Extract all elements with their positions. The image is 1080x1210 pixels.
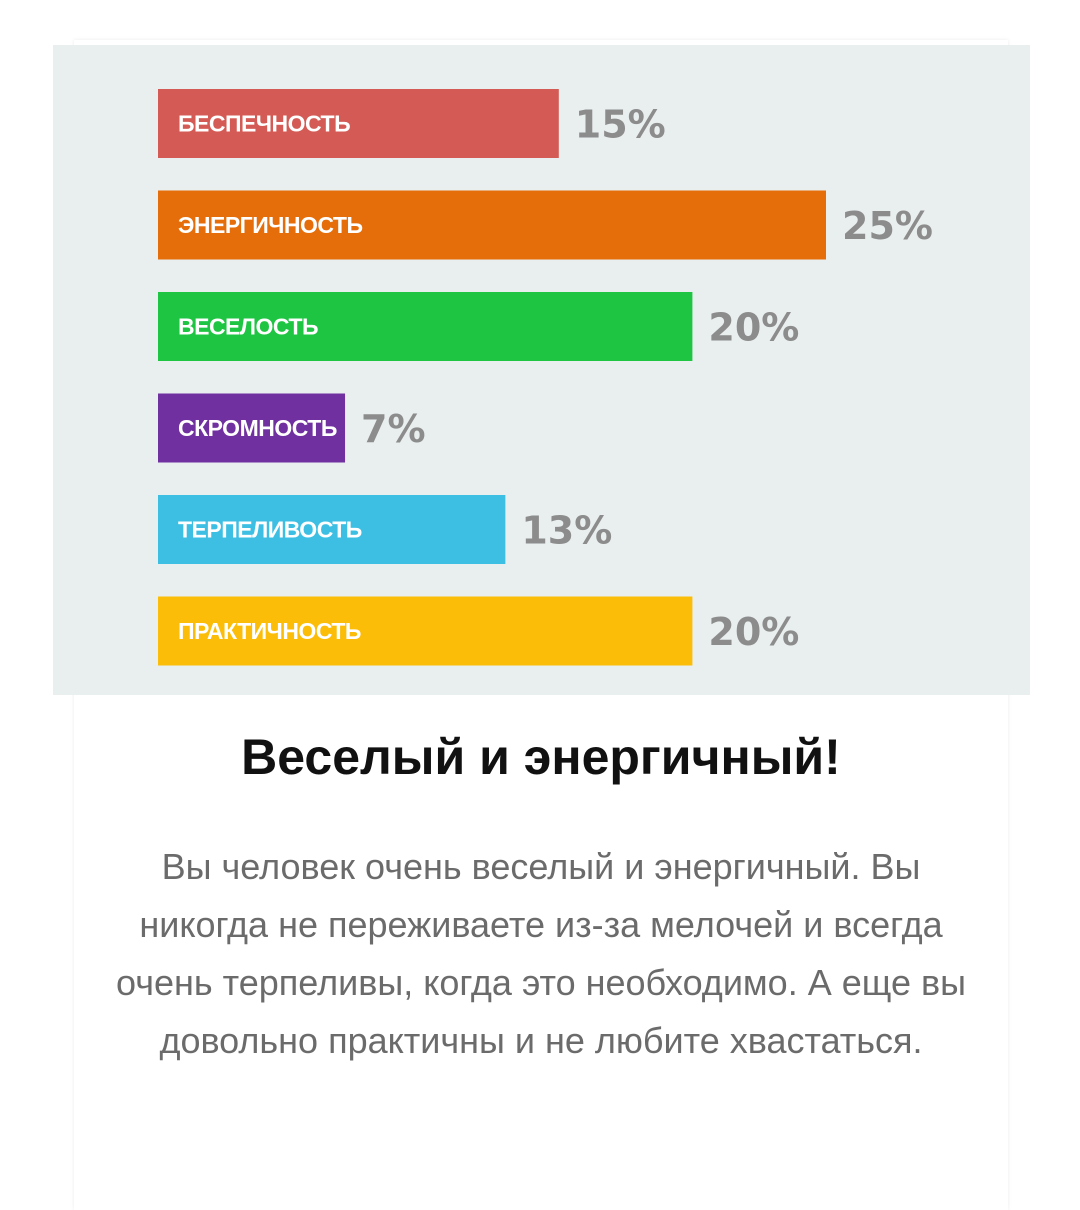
bar-category-label: ПРАКТИЧНОСТЬ <box>178 618 361 644</box>
bar-value-label: 15% <box>575 103 666 147</box>
bar-2 <box>158 190 826 260</box>
bar-1 <box>158 89 559 158</box>
bar-value-label: 7% <box>361 407 426 451</box>
bar-value-label: 25% <box>842 204 933 248</box>
chart-panel: БЕСПЕЧНОСТЬ 15% ЭНЕРГИЧНОСТЬ 25% ВЕСЕЛОСТЬ 20… <box>53 45 1030 695</box>
bar-value-label: 20% <box>708 610 799 654</box>
bar-category-label: БЕСПЕЧНОСТЬ <box>178 111 350 137</box>
bar-chart: БЕСПЕЧНОСТЬ 15% ЭНЕРГИЧНОСТЬ 25% ВЕСЕЛОСТЬ 20… <box>158 89 933 666</box>
result-title: Веселый и энергичный! <box>241 729 841 785</box>
bar-3 <box>158 292 693 361</box>
result-description: Вы человек очень веселый и энергичный. В… <box>116 846 966 1061</box>
bar-4 <box>158 393 346 463</box>
bar-6 <box>158 596 693 666</box>
bar-category-label: ВЕСЕЛОСТЬ <box>178 314 318 340</box>
bar-value-label: 13% <box>521 509 612 553</box>
bar-category-label: ЭНЕРГИЧНОСТЬ <box>178 212 363 238</box>
bar-5 <box>158 495 506 564</box>
bar-category-label: СКРОМНОСТЬ <box>178 415 337 441</box>
bar-category-label: ТЕРПЕЛИВОСТЬ <box>178 517 362 543</box>
bar-value-label: 20% <box>708 306 799 350</box>
